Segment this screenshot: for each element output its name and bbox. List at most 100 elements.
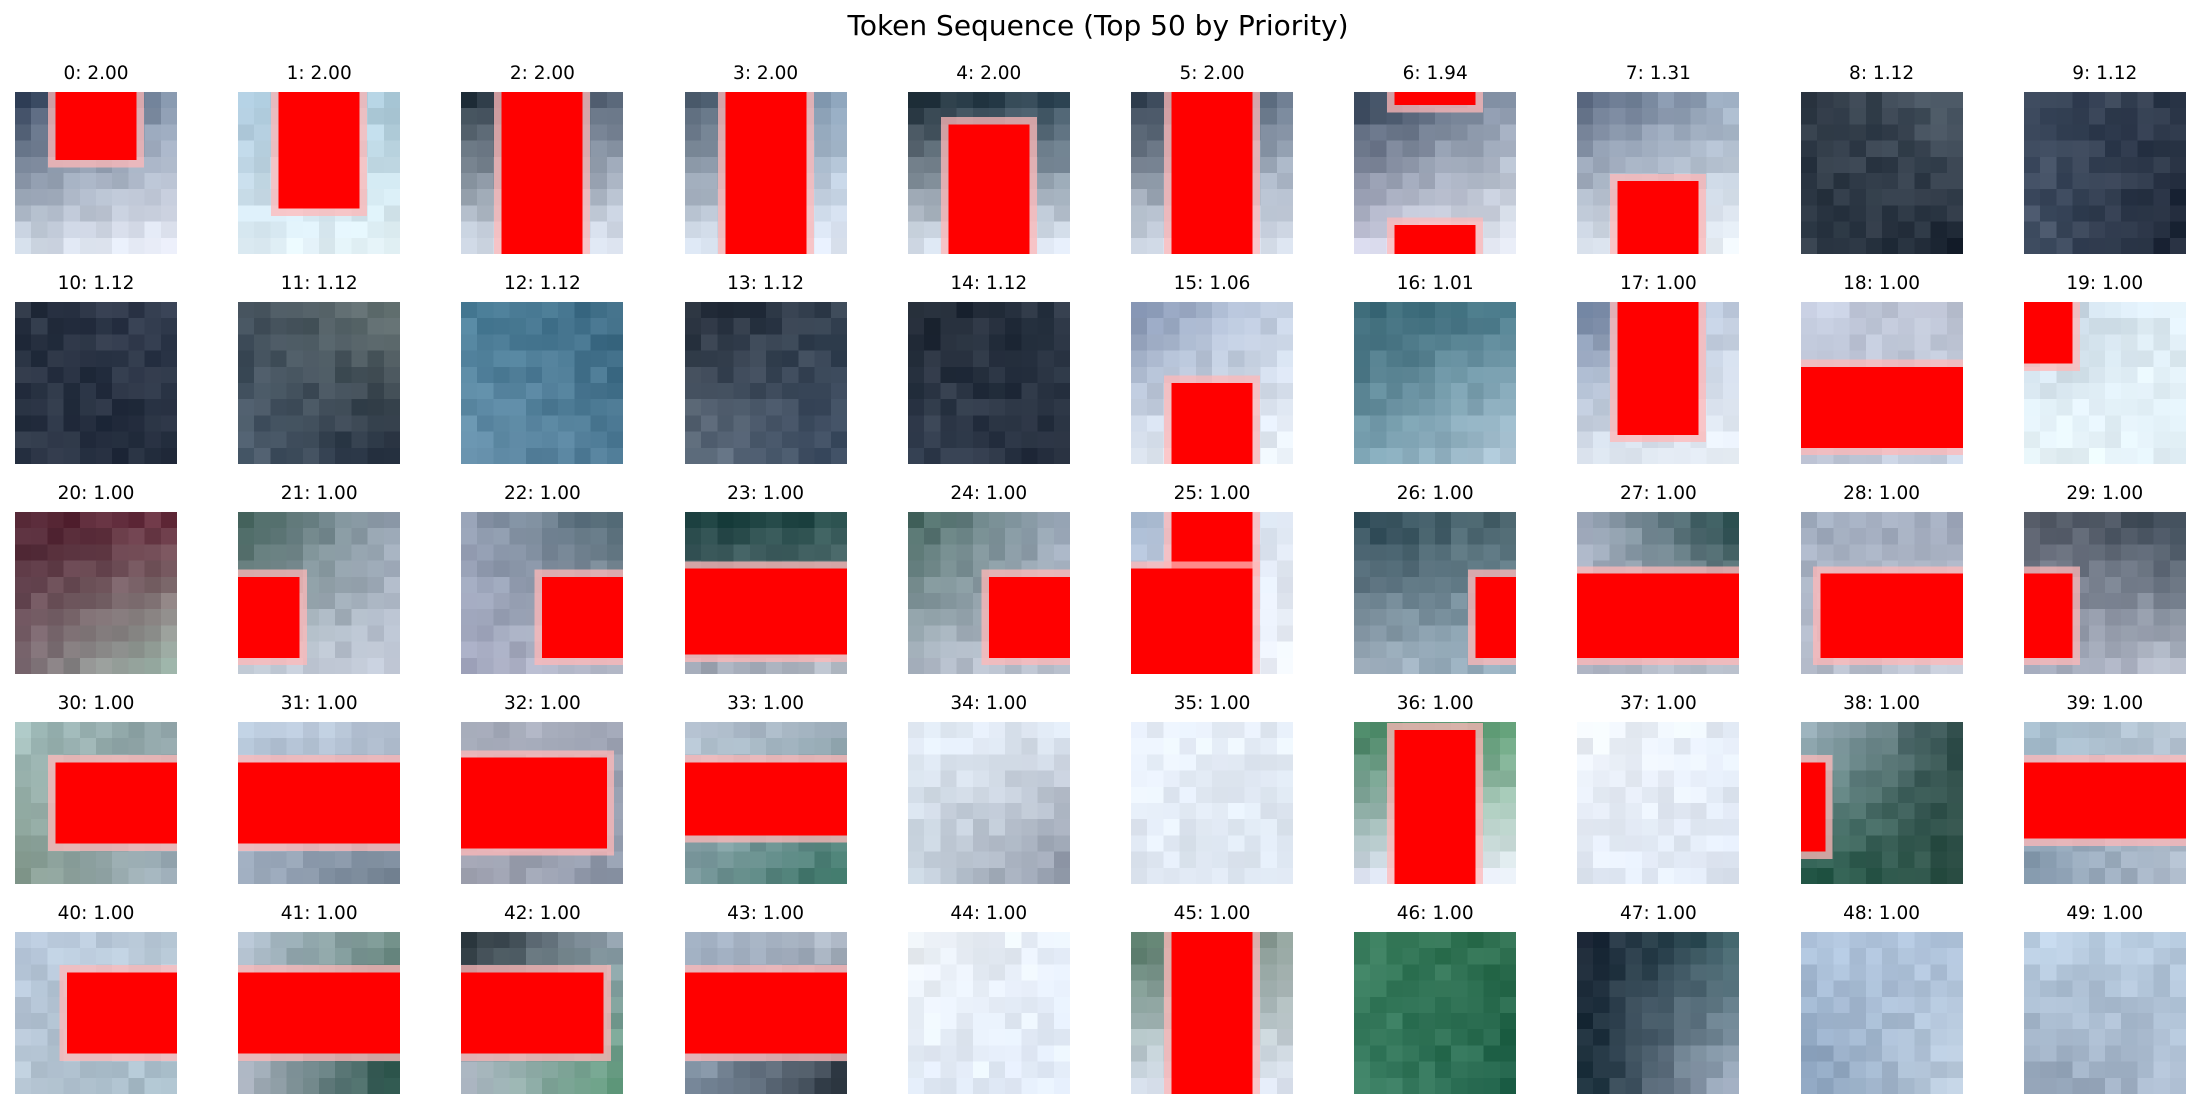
token-label: 16: 1.01 bbox=[1396, 273, 1474, 294]
token-patch-image bbox=[2023, 512, 2186, 674]
token-patch-image bbox=[461, 722, 624, 884]
token-patch-image bbox=[907, 302, 1070, 464]
token-label: 41: 1.00 bbox=[280, 903, 358, 924]
token-patch-image bbox=[1577, 92, 1740, 254]
mask-overlay bbox=[238, 576, 300, 658]
token-patch-image bbox=[15, 92, 177, 254]
token-label: 13: 1.12 bbox=[727, 273, 805, 294]
mask-overlay bbox=[1617, 181, 1699, 254]
token-label: 32: 1.00 bbox=[503, 693, 581, 714]
token-label: 47: 1.00 bbox=[1619, 903, 1697, 924]
mask-overlay bbox=[542, 576, 624, 658]
token-patch-image bbox=[461, 512, 624, 674]
token-label: 28: 1.00 bbox=[1843, 483, 1921, 504]
token-patch-image bbox=[1131, 722, 1293, 884]
token-patch-image bbox=[1800, 512, 1963, 674]
token-label: 48: 1.00 bbox=[1843, 903, 1921, 924]
mask-overlay bbox=[1131, 568, 1253, 674]
token-patch-image bbox=[15, 302, 177, 464]
mask-overlay bbox=[1171, 932, 1253, 1094]
mask-overlay bbox=[684, 568, 847, 655]
token-patch-image bbox=[2023, 932, 2186, 1094]
mask-overlay bbox=[501, 92, 583, 254]
mask-overlay bbox=[2023, 762, 2186, 839]
mask-overlay bbox=[684, 972, 847, 1054]
token-label: 39: 1.00 bbox=[2066, 693, 2144, 714]
mask-overlay bbox=[1394, 92, 1476, 105]
token-label: 14: 1.12 bbox=[950, 273, 1028, 294]
token-label: 35: 1.00 bbox=[1173, 693, 1251, 714]
token-label: 21: 1.00 bbox=[280, 483, 358, 504]
token-patch-image bbox=[1800, 932, 1963, 1094]
token-label: 44: 1.00 bbox=[950, 903, 1028, 924]
token-label: 36: 1.00 bbox=[1396, 693, 1474, 714]
mask-overlay bbox=[55, 92, 137, 161]
token-patch-image bbox=[15, 512, 177, 674]
token-label: 40: 1.00 bbox=[57, 903, 135, 924]
token-patch-image bbox=[1131, 302, 1293, 464]
token-label: 25: 1.00 bbox=[1173, 483, 1251, 504]
mask-overlay bbox=[278, 92, 360, 209]
mask-overlay bbox=[1394, 730, 1476, 884]
mask-overlay bbox=[1171, 92, 1253, 254]
token-label: 11: 1.12 bbox=[280, 273, 358, 294]
token-label: 29: 1.00 bbox=[2066, 483, 2144, 504]
token-label: 26: 1.00 bbox=[1396, 483, 1474, 504]
token-patch-image bbox=[1354, 512, 1517, 674]
mask-overlay bbox=[238, 972, 401, 1054]
token-patch-image bbox=[1800, 722, 1963, 884]
token-label: 10: 1.12 bbox=[57, 273, 135, 294]
token-patch-image bbox=[1131, 932, 1293, 1094]
token-label: 5: 2.00 bbox=[1179, 63, 1245, 84]
token-label: 46: 1.00 bbox=[1396, 903, 1474, 924]
token-patch-image bbox=[238, 92, 401, 254]
mask-overlay bbox=[1800, 366, 1963, 448]
token-patch-image bbox=[1800, 92, 1963, 254]
mask-overlay bbox=[684, 762, 847, 836]
mask-overlay bbox=[1475, 576, 1517, 658]
token-label: 38: 1.00 bbox=[1843, 693, 1921, 714]
token-label: 17: 1.00 bbox=[1619, 273, 1697, 294]
token-patch-image bbox=[461, 92, 624, 254]
token-label: 20: 1.00 bbox=[57, 483, 135, 504]
token-patch-image bbox=[238, 932, 401, 1094]
mask-overlay bbox=[1800, 762, 1825, 852]
token-label: 12: 1.12 bbox=[503, 273, 581, 294]
token-label: 37: 1.00 bbox=[1619, 693, 1697, 714]
mask-overlay bbox=[66, 972, 177, 1054]
token-patch-image bbox=[2023, 92, 2186, 254]
token-label: 19: 1.00 bbox=[2066, 273, 2144, 294]
token-label: 8: 1.12 bbox=[1849, 63, 1915, 84]
mask-overlay bbox=[1171, 512, 1253, 569]
token-patch-image bbox=[15, 722, 177, 884]
token-patch-image bbox=[1577, 512, 1740, 674]
token-patch-image bbox=[1131, 92, 1293, 254]
mask-overlay bbox=[461, 972, 604, 1054]
token-patch-image bbox=[1131, 512, 1293, 674]
token-patch-image bbox=[684, 932, 847, 1094]
token-label: 33: 1.00 bbox=[727, 693, 805, 714]
token-patch-image bbox=[1354, 302, 1517, 464]
token-patch-image bbox=[238, 722, 401, 884]
token-patch-image bbox=[907, 92, 1070, 254]
figure-title: Token Sequence (Top 50 by Priority) bbox=[847, 9, 1349, 42]
mask-overlay bbox=[1820, 573, 1963, 658]
mask-overlay bbox=[2023, 573, 2073, 658]
mask-overlay bbox=[2023, 302, 2073, 364]
token-label: 45: 1.00 bbox=[1173, 903, 1251, 924]
token-label: 49: 1.00 bbox=[2066, 903, 2144, 924]
token-label: 4: 2.00 bbox=[956, 63, 1022, 84]
token-label: 27: 1.00 bbox=[1619, 483, 1697, 504]
mask-overlay bbox=[1617, 302, 1699, 435]
token-patch-image bbox=[684, 302, 847, 464]
token-label: 1: 2.00 bbox=[286, 63, 352, 84]
token-patch-image bbox=[907, 932, 1070, 1094]
token-patch-image bbox=[15, 932, 177, 1094]
token-patch-image bbox=[907, 722, 1070, 884]
token-label: 22: 1.00 bbox=[503, 483, 581, 504]
token-patch-image bbox=[684, 92, 847, 254]
token-label: 31: 1.00 bbox=[280, 693, 358, 714]
token-label: 43: 1.00 bbox=[727, 903, 805, 924]
mask-overlay bbox=[461, 757, 608, 849]
mask-overlay bbox=[238, 762, 401, 844]
